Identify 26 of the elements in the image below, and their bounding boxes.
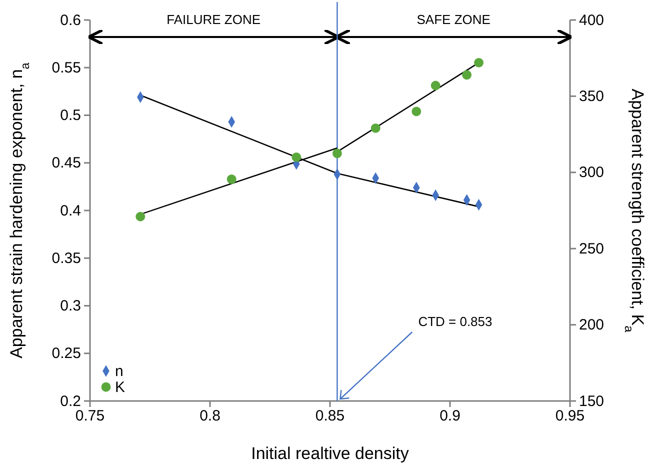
x-axis-title: Initial realtive density bbox=[251, 444, 410, 463]
y2-tick-label: 150 bbox=[579, 392, 604, 410]
y2-tick-label: 400 bbox=[579, 12, 604, 29]
y2-tick-label: 200 bbox=[579, 316, 604, 334]
y-tick-label: 0.6 bbox=[60, 12, 81, 29]
legend-label: n bbox=[115, 363, 124, 380]
x-tick-label: 0.95 bbox=[555, 408, 585, 425]
x-tick-label: 0.85 bbox=[315, 408, 345, 425]
legend-label: K bbox=[115, 379, 126, 396]
y-tick-label: 0.3 bbox=[60, 298, 81, 315]
y-tick-label: 0.35 bbox=[52, 250, 81, 267]
y-tick-label: 0.5 bbox=[60, 107, 81, 124]
y2-tick-label: 350 bbox=[579, 88, 604, 105]
x-tick-label: 0.9 bbox=[440, 408, 460, 425]
x-tick-label: 0.8 bbox=[200, 408, 220, 425]
y2-tick-label: 250 bbox=[579, 240, 604, 258]
annotation: CTD = 0.853 bbox=[418, 314, 492, 329]
y-tick-label: 0.2 bbox=[60, 392, 81, 410]
y-tick-label: 0.55 bbox=[52, 59, 81, 76]
y-tick-label: 0.45 bbox=[52, 154, 81, 172]
x-tick-label: 0.75 bbox=[75, 408, 105, 425]
y-tick-label: 0.4 bbox=[60, 202, 81, 220]
annotation: SAFE ZONE bbox=[416, 12, 491, 27]
y2-tick-label: 300 bbox=[579, 164, 604, 182]
y-tick-label: 0.25 bbox=[52, 345, 81, 362]
annotation: FAILURE ZONE bbox=[166, 12, 261, 27]
